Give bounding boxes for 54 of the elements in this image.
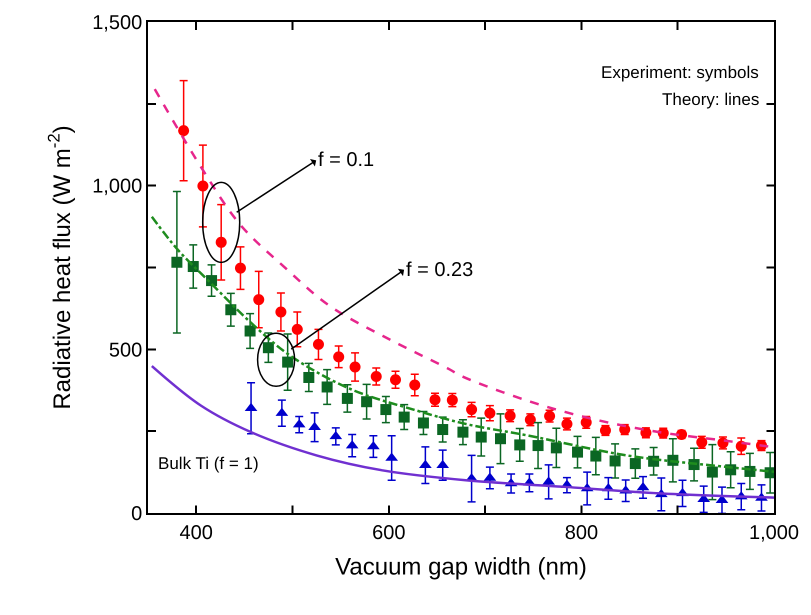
point <box>342 392 353 404</box>
point <box>706 466 718 478</box>
point <box>418 417 429 428</box>
point <box>171 256 182 268</box>
point <box>216 236 227 248</box>
point <box>370 371 382 382</box>
point <box>350 362 361 373</box>
point <box>572 446 584 458</box>
point <box>361 396 372 408</box>
point <box>494 433 506 444</box>
point <box>476 432 487 443</box>
x-axis-title: Vacuum gap width (nm) <box>335 554 587 581</box>
point <box>333 351 344 362</box>
point <box>178 125 190 136</box>
point <box>322 381 333 392</box>
y-tick-label: 1,500 <box>92 12 142 34</box>
point <box>630 458 641 470</box>
point <box>610 455 621 466</box>
y-tick-label: 500 <box>108 339 142 362</box>
point <box>275 306 286 318</box>
point <box>380 404 392 416</box>
annotation: Bulk Ti (f = 1) <box>158 454 259 473</box>
annotation: Theory: lines <box>662 90 760 109</box>
point <box>282 356 294 368</box>
line-series <box>150 364 774 499</box>
point <box>262 342 274 354</box>
point <box>312 338 324 350</box>
point <box>484 408 496 419</box>
point <box>590 450 602 462</box>
x-tick-label: 600 <box>372 522 406 544</box>
point <box>466 404 478 416</box>
x-tick-label: 400 <box>179 522 213 544</box>
point <box>532 440 544 452</box>
point <box>244 326 256 336</box>
point <box>514 439 526 450</box>
annotation: f = 0.1 <box>318 149 374 171</box>
point <box>409 380 420 391</box>
annotation: f = 0.23 <box>406 259 474 281</box>
point <box>253 294 264 306</box>
annotation: Experiment: symbols <box>601 63 759 82</box>
point <box>398 412 410 423</box>
point <box>197 180 208 192</box>
x-tick-label: 800 <box>564 522 598 544</box>
point <box>303 372 314 383</box>
point <box>437 424 448 436</box>
point <box>390 374 402 386</box>
point <box>457 426 468 438</box>
y-tick-label: 1,000 <box>92 176 142 198</box>
point <box>225 304 236 316</box>
point <box>292 324 303 335</box>
point <box>234 262 246 274</box>
point <box>550 442 562 454</box>
y-tick-label: 0 <box>131 503 142 525</box>
x-tick-label: 1,000 <box>748 522 800 544</box>
